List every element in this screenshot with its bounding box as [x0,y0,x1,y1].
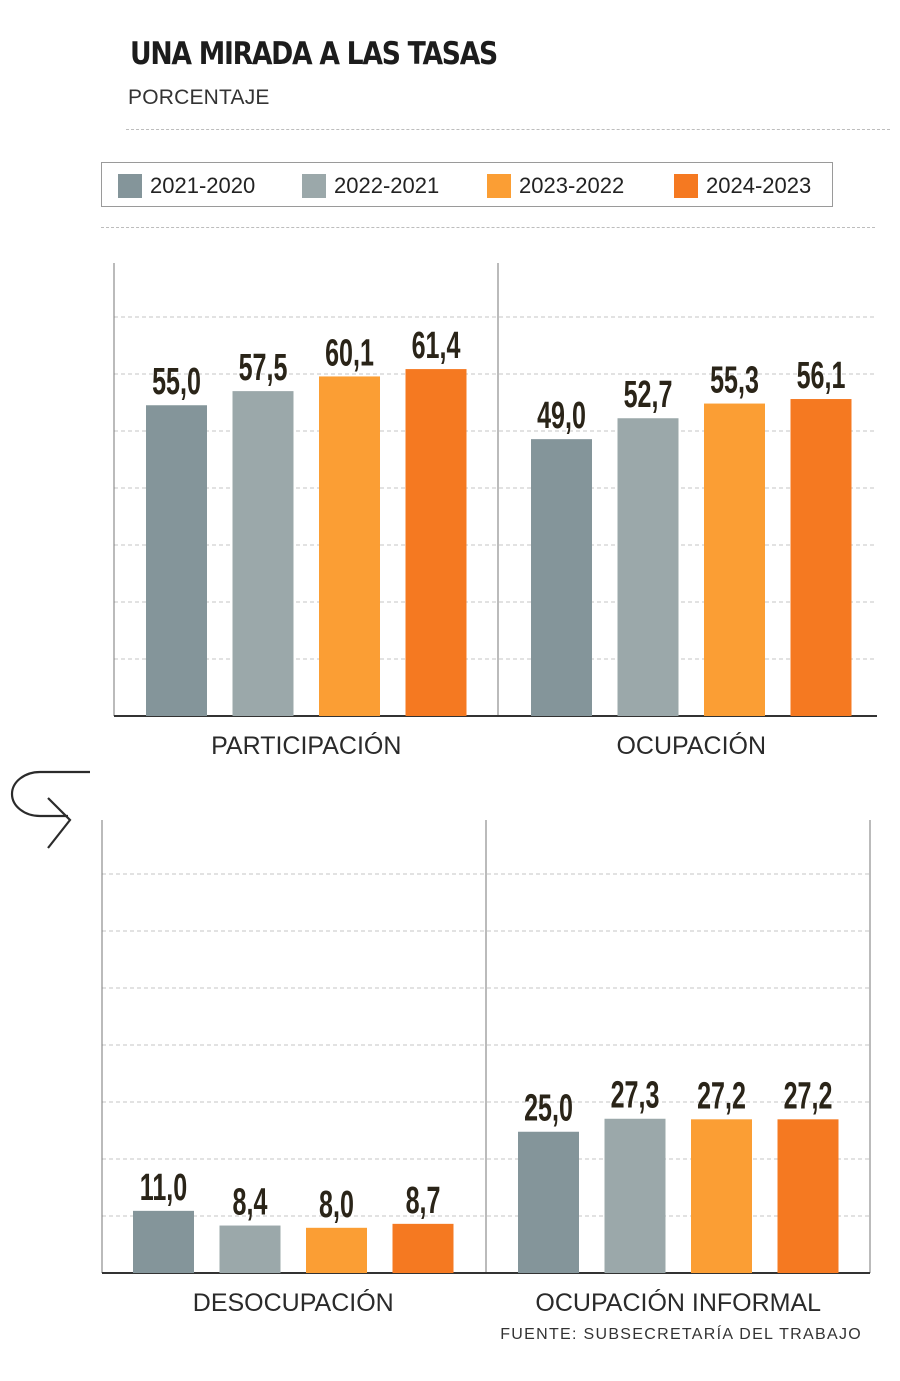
legend-item-2021-2020: 2021-2020 [118,163,255,208]
legend-swatch [118,173,142,198]
bar-value-label: 8,7 [406,1179,441,1221]
bar-value-label: 27,2 [784,1074,833,1116]
legend-label: 2024-2023 [706,172,812,198]
category-label: PARTICIPACIÓN [211,731,401,760]
bar [306,1227,367,1273]
bar [604,1118,666,1273]
bar [319,376,380,716]
bar-value-label: 52,7 [624,373,673,415]
arrow-icon [10,770,90,849]
bar [146,405,207,716]
chart-title: UNA MIRADA A LAS TASAS [130,36,498,72]
bar [617,418,679,716]
legend-item-2022-2021: 2022-2021 [302,163,439,208]
bar-value-label: 8,4 [233,1180,268,1222]
legend-item-2024-2023: 2024-2023 [674,163,811,208]
bar [704,403,765,716]
legend-item-2023-2022: 2023-2022 [487,163,624,208]
category-label: DESOCUPACIÓN [193,1288,394,1317]
bar [790,399,852,716]
bar-value-label: 27,3 [611,1074,660,1116]
bar-value-label: 61,4 [412,324,461,366]
bar-value-label: 27,2 [697,1074,746,1116]
bar [405,369,467,716]
legend: 2021-2020 2022-2021 2023-2022 2024-2023 [101,162,833,207]
bar-value-label: 25,0 [524,1087,573,1129]
bar-value-label: 56,1 [797,354,846,396]
bar-value-label: 55,0 [152,360,201,402]
legend-label: 2022-2021 [334,172,440,198]
legend-swatch [302,173,326,198]
bar [531,439,592,716]
chart-subtitle: PORCENTAJE [128,86,270,109]
bar [219,1225,281,1273]
legend-swatch [674,173,698,198]
bar [691,1119,752,1273]
bar-value-label: 8,0 [319,1183,354,1225]
legend-divider [101,227,875,228]
legend-swatch [487,173,511,198]
bar [133,1210,194,1273]
header-divider [126,129,890,130]
category-label: OCUPACIÓN INFORMAL [535,1288,821,1317]
bar-value-label: 11,0 [140,1166,187,1208]
bar [777,1119,839,1273]
bar [232,391,294,716]
category-label: OCUPACIÓN [616,731,766,760]
bar-value-label: 60,1 [325,331,374,373]
legend-label: 2023-2022 [519,172,625,198]
source-note: FUENTE: SUBSECRETARÍA DEL TRABAJO [500,1326,862,1343]
bar-value-label: 49,0 [537,394,586,436]
bar [392,1223,454,1273]
bar-value-label: 55,3 [710,358,759,400]
bar [518,1131,579,1273]
legend-label: 2021-2020 [150,172,256,198]
bar-value-label: 57,5 [239,346,288,388]
